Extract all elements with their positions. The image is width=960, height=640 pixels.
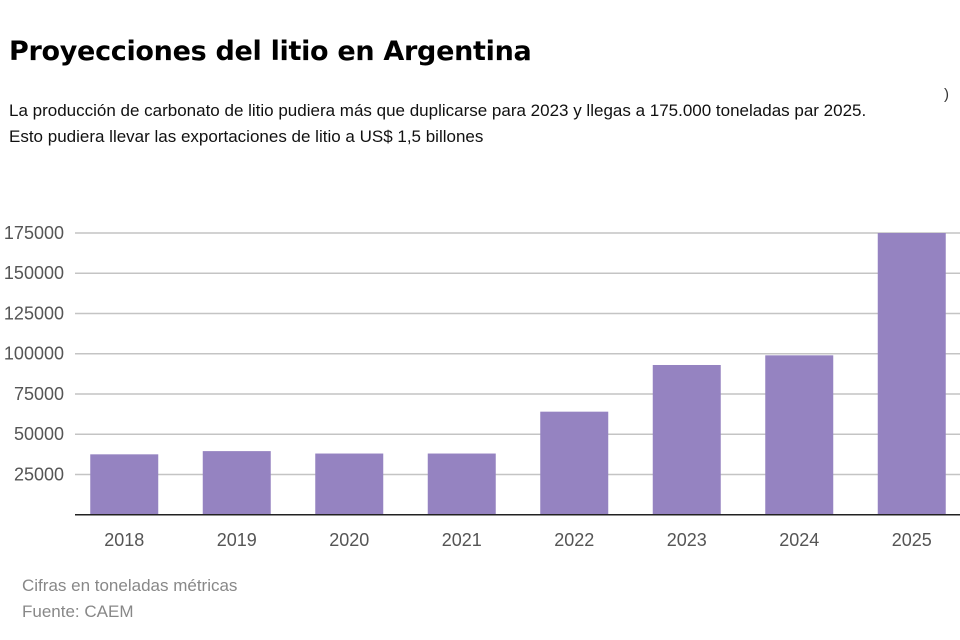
x-tick-label: 2020 — [329, 530, 369, 550]
y-tick-label: 150000 — [4, 263, 64, 283]
x-tick-label: 2025 — [892, 530, 932, 550]
bar-2022 — [540, 411, 609, 515]
note-units: Cifras en toneladas métricas — [22, 576, 238, 595]
x-tick-label: 2022 — [554, 530, 594, 550]
y-tick-label: 125000 — [4, 303, 64, 323]
y-tick-label: 75000 — [14, 384, 64, 404]
bar-2023 — [652, 364, 721, 515]
y-tick-label: 25000 — [14, 464, 64, 484]
x-tick-label: 2018 — [104, 530, 144, 550]
note-source: Fuente: CAEM — [22, 602, 134, 621]
chart-title: Proyecciones del litio en Argentina — [9, 36, 532, 67]
chart-subtitle: La producción de carbonato de litio pudi… — [9, 101, 867, 146]
stray-mark: ) — [944, 86, 949, 103]
y-tick-label: 175000 — [4, 223, 64, 243]
x-tick-label: 2024 — [779, 530, 819, 550]
y-tick-label: 50000 — [14, 424, 64, 444]
bar-2019 — [202, 451, 271, 515]
x-tick-label: 2019 — [217, 530, 257, 550]
bar-2020 — [315, 453, 384, 515]
bar-2018 — [90, 454, 159, 515]
x-tick-label: 2021 — [442, 530, 482, 550]
bar-2025 — [877, 233, 946, 515]
y-tick-label: 100000 — [4, 344, 64, 364]
bar-2024 — [765, 355, 834, 515]
bar-2021 — [427, 453, 496, 515]
x-tick-label: 2023 — [667, 530, 707, 550]
